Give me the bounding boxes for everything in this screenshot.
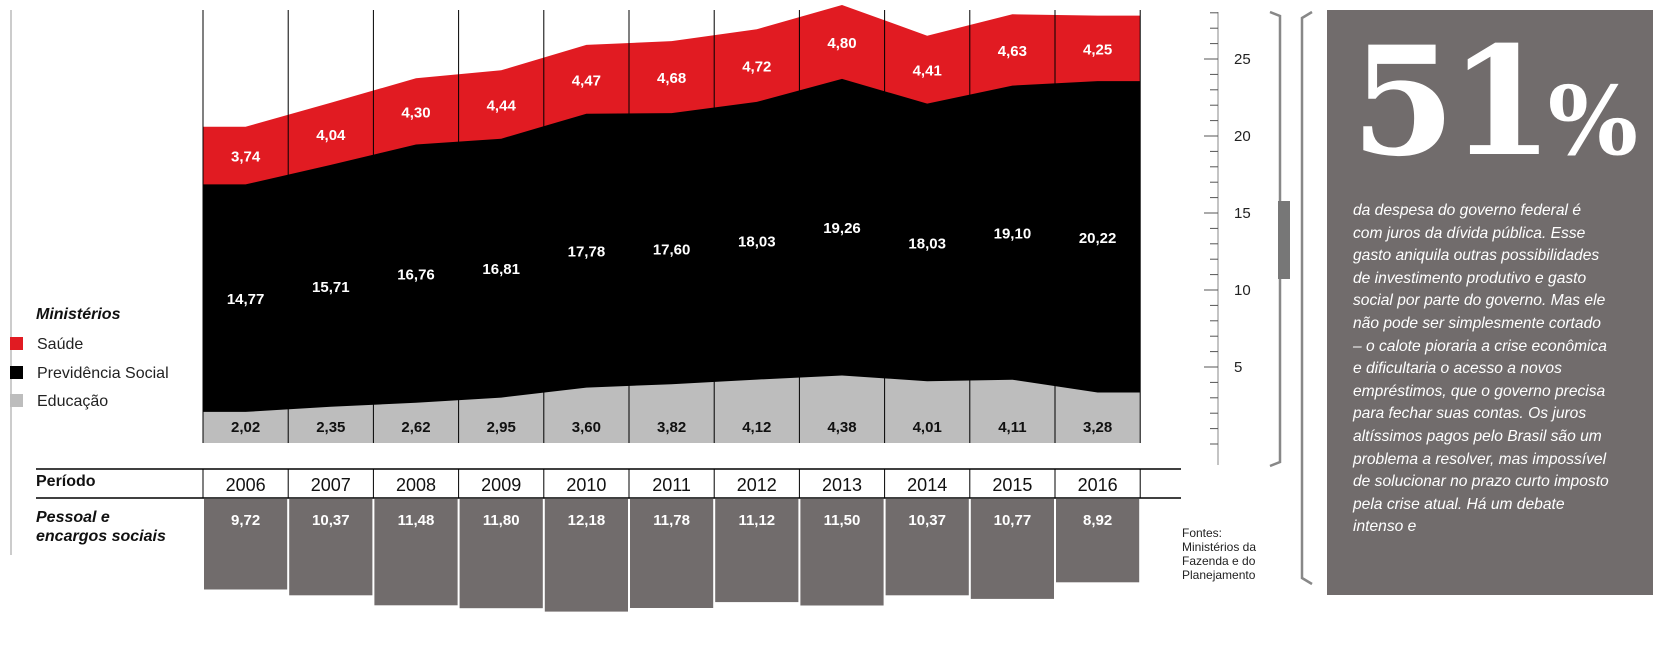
legend-swatch-previdencia (10, 366, 23, 379)
value-label-sa-de: 3,74 (231, 149, 261, 166)
pessoal-value-label: 11,48 (398, 512, 435, 529)
pessoal-bar (800, 499, 884, 606)
y-tick-label: 20 (1234, 128, 1251, 145)
pessoal-value-label: 10,37 (908, 512, 946, 529)
axis-bracket-marker (1278, 201, 1290, 279)
value-label-educa-o: 2,02 (231, 419, 260, 436)
legend-swatch-saude (10, 337, 23, 350)
pessoal-value-label: 9,72 (231, 512, 260, 529)
value-label-previd-ncia-social: 17,60 (653, 242, 691, 259)
legend-item-educacao: Educação (10, 393, 108, 411)
pessoal-value-label: 11,12 (738, 512, 775, 529)
value-label-previd-ncia-social: 20,22 (1079, 230, 1117, 247)
pessoal-bar (715, 499, 799, 603)
value-label-sa-de: 4,63 (998, 43, 1027, 60)
year-label: 2016 (1078, 475, 1118, 495)
year-label: 2014 (907, 475, 947, 495)
value-label-educa-o: 2,35 (316, 419, 345, 436)
value-label-previd-ncia-social: 16,76 (397, 267, 435, 284)
value-label-previd-ncia-social: 18,03 (738, 234, 776, 251)
value-label-educa-o: 4,38 (827, 419, 856, 436)
value-label-previd-ncia-social: 14,77 (227, 291, 265, 308)
value-label-sa-de: 4,80 (827, 35, 856, 52)
pessoal-value-label: 8,92 (1083, 512, 1112, 529)
year-label: 2006 (226, 475, 266, 495)
value-label-sa-de: 4,47 (572, 72, 601, 89)
value-label-educa-o: 2,62 (401, 419, 430, 436)
highlight-panel: 51% da despesa do governo federal é com … (1327, 10, 1653, 595)
value-label-educa-o: 3,82 (657, 419, 686, 436)
year-label: 2010 (566, 475, 606, 495)
pessoal-bar (885, 499, 969, 596)
pessoal-bar (289, 499, 373, 596)
pessoal-value-label: 12,18 (568, 512, 606, 529)
value-label-previd-ncia-social: 15,71 (312, 279, 350, 296)
big-stat-number: 51 (1351, 14, 1554, 190)
periodo-label: Período (36, 473, 96, 490)
sources-note: Fontes: Ministérios da Fazenda e do Plan… (1182, 526, 1257, 582)
year-label: 2007 (311, 475, 351, 495)
year-label: 2015 (992, 475, 1032, 495)
legend-label-educacao: Educação (37, 393, 109, 410)
value-label-educa-o: 3,28 (1083, 419, 1112, 436)
pessoal-bar (459, 499, 543, 609)
legend-label-saude: Saúde (37, 336, 84, 353)
pessoal-value-label: 10,37 (312, 512, 350, 529)
value-label-educa-o: 4,12 (742, 419, 771, 436)
value-label-previd-ncia-social: 19,10 (994, 226, 1032, 243)
pessoal-bar (1056, 499, 1140, 583)
value-label-educa-o: 4,11 (998, 419, 1026, 436)
value-label-educa-o: 4,01 (913, 419, 942, 436)
pessoal-bar (970, 499, 1054, 599)
value-label-sa-de: 4,25 (1083, 41, 1112, 58)
value-label-sa-de: 4,04 (316, 127, 346, 144)
pessoal-value-label: 11,50 (824, 512, 861, 529)
value-label-sa-de: 4,44 (487, 98, 517, 115)
value-label-previd-ncia-social: 18,03 (908, 235, 946, 252)
pessoal-value-label: 11,78 (653, 512, 690, 529)
value-label-sa-de: 4,68 (657, 70, 686, 87)
value-label-educa-o: 2,95 (487, 419, 516, 436)
legend-item-previdencia: Previdência Social (10, 365, 169, 383)
value-label-previd-ncia-social: 17,78 (568, 244, 606, 261)
pessoal-bar (544, 499, 628, 612)
legend-label-previdencia: Previdência Social (37, 365, 169, 382)
area-previd-ncia-social (203, 78, 1141, 444)
year-label: 2008 (396, 475, 436, 495)
panel-text: da despesa do governo federal é com juro… (1353, 202, 1609, 536)
value-label-sa-de: 4,72 (742, 59, 771, 76)
panel-bracket (1300, 10, 1313, 586)
big-stat: 51% (1351, 22, 1638, 202)
pessoal-label: Pessoal e encargos sociais (36, 509, 166, 545)
year-label: 2009 (481, 475, 521, 495)
area-educa-o (203, 375, 1141, 443)
pessoal-value-label: 10,77 (994, 512, 1032, 529)
value-label-educa-o: 3,60 (572, 419, 601, 436)
year-label: 2011 (652, 475, 691, 495)
legend-title: Ministérios (36, 306, 121, 323)
value-label-previd-ncia-social: 16,81 (482, 261, 520, 278)
y-tick-label: 15 (1234, 205, 1251, 222)
pessoal-bar (630, 499, 714, 608)
big-stat-percent: % (1547, 66, 1639, 177)
y-tick-label: 25 (1234, 51, 1251, 68)
pessoal-value-label: 11,80 (483, 512, 520, 529)
legend-item-saude: Saúde (10, 336, 83, 354)
value-label-sa-de: 4,30 (401, 104, 430, 121)
value-label-previd-ncia-social: 19,26 (823, 220, 861, 237)
value-label-sa-de: 4,41 (913, 63, 942, 80)
year-label: 2013 (822, 475, 862, 495)
pessoal-bar (374, 499, 458, 606)
pessoal-bar (204, 499, 288, 590)
y-tick-label: 10 (1234, 282, 1251, 299)
y-tick-label: 5 (1234, 359, 1242, 376)
legend-swatch-educacao (10, 394, 23, 407)
year-label: 2012 (737, 475, 777, 495)
